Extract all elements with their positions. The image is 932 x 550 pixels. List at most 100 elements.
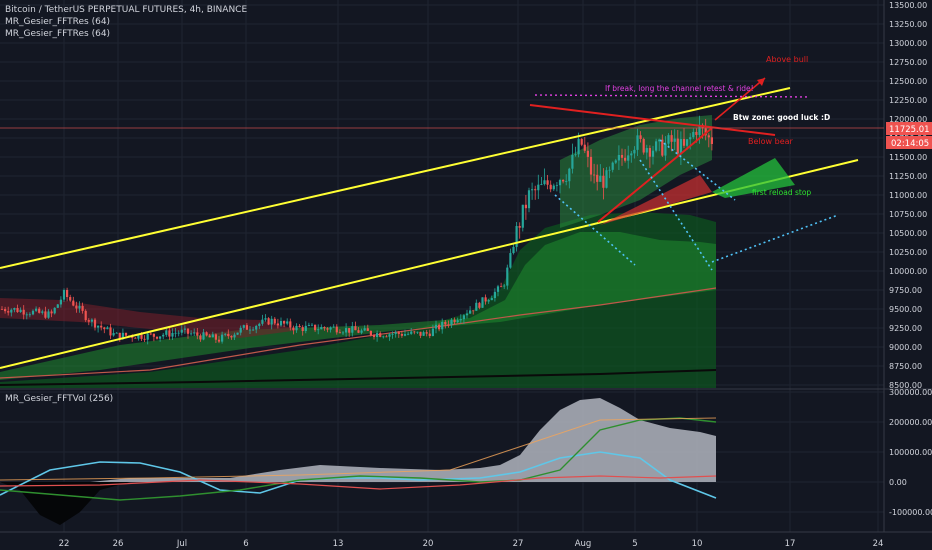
candle-up[interactable]: [193, 332, 196, 334]
candle-up[interactable]: [35, 308, 38, 311]
annotation-above-bull[interactable]: Above bull: [766, 55, 808, 64]
candle-down[interactable]: [323, 327, 326, 329]
candle-down[interactable]: [50, 311, 53, 314]
candle-up[interactable]: [264, 318, 267, 320]
cyan-dotted-3[interactable]: [639, 159, 713, 271]
candle-up[interactable]: [506, 267, 509, 286]
candle-up[interactable]: [252, 329, 255, 331]
candle-up[interactable]: [568, 168, 571, 182]
candle-down[interactable]: [397, 332, 400, 334]
candle-down[interactable]: [196, 332, 199, 336]
candle-down[interactable]: [447, 324, 450, 326]
candle-up[interactable]: [59, 299, 62, 305]
candle-down[interactable]: [149, 333, 152, 335]
candle-up[interactable]: [382, 336, 385, 338]
candle-up[interactable]: [692, 131, 695, 138]
candle-up[interactable]: [363, 328, 366, 331]
candle-up[interactable]: [329, 327, 332, 330]
candle-up[interactable]: [487, 300, 490, 302]
candle-up[interactable]: [521, 204, 524, 228]
candle-down[interactable]: [143, 338, 146, 340]
candle-down[interactable]: [230, 336, 233, 338]
candle-up[interactable]: [407, 333, 410, 335]
candle-up[interactable]: [416, 331, 419, 333]
candle-down[interactable]: [661, 139, 664, 156]
candle-up[interactable]: [537, 184, 540, 191]
candle-up[interactable]: [174, 332, 177, 334]
candle-down[interactable]: [357, 330, 360, 333]
candle-down[interactable]: [124, 332, 128, 336]
candle-down[interactable]: [624, 157, 627, 161]
candle-down[interactable]: [518, 226, 521, 228]
volume-indicator-label[interactable]: MR_Gesier_FFTVol (256): [5, 394, 113, 404]
candle-down[interactable]: [602, 175, 605, 188]
candle-up[interactable]: [686, 139, 689, 146]
candle-down[interactable]: [7, 311, 10, 313]
candle-up[interactable]: [221, 334, 224, 342]
candle-down[interactable]: [400, 333, 403, 336]
candle-down[interactable]: [372, 335, 376, 338]
candle-up[interactable]: [248, 329, 252, 331]
channel-upper[interactable]: [0, 87, 791, 269]
candle-down[interactable]: [0, 309, 4, 310]
candle-down[interactable]: [326, 328, 329, 330]
candle-up[interactable]: [441, 321, 444, 330]
candle-up[interactable]: [493, 291, 496, 299]
magenta-target-line[interactable]: [534, 94, 811, 98]
candle-up[interactable]: [515, 226, 518, 247]
candle-up[interactable]: [658, 139, 661, 142]
candle-up[interactable]: [481, 297, 484, 308]
candle-down[interactable]: [419, 331, 422, 336]
candle-up[interactable]: [360, 330, 363, 333]
candle-up[interactable]: [137, 334, 140, 339]
candle-up[interactable]: [320, 327, 323, 330]
candle-down[interactable]: [369, 330, 372, 336]
candle-up[interactable]: [636, 135, 639, 150]
candle-down[interactable]: [314, 324, 317, 331]
candle-up[interactable]: [90, 319, 93, 322]
candle-up[interactable]: [388, 334, 391, 337]
candle-down[interactable]: [44, 311, 47, 318]
candle-down[interactable]: [22, 309, 25, 315]
candle-up[interactable]: [465, 313, 469, 316]
indicator-label-2[interactable]: MR_Gesier_FFTRes (64): [5, 29, 110, 39]
candle-up[interactable]: [552, 185, 555, 190]
candle-down[interactable]: [534, 189, 537, 191]
candle-up[interactable]: [78, 305, 81, 309]
candle-down[interactable]: [245, 325, 248, 330]
candle-up[interactable]: [171, 332, 174, 337]
candle-down[interactable]: [596, 174, 599, 182]
candle-down[interactable]: [580, 138, 583, 145]
candle-up[interactable]: [614, 160, 617, 163]
candle-up[interactable]: [611, 162, 614, 170]
candle-down[interactable]: [586, 150, 589, 157]
candle-down[interactable]: [298, 325, 301, 328]
candle-up[interactable]: [633, 149, 636, 154]
candle-up[interactable]: [410, 331, 413, 334]
candle-down[interactable]: [267, 318, 270, 325]
candle-up[interactable]: [376, 333, 379, 338]
candle-down[interactable]: [81, 305, 84, 311]
green-projection[interactable]: [712, 158, 795, 198]
candle-up[interactable]: [295, 325, 298, 331]
candle-down[interactable]: [583, 144, 586, 151]
candle-down[interactable]: [155, 336, 159, 339]
candle-down[interactable]: [227, 333, 230, 337]
candle-down[interactable]: [38, 308, 41, 313]
candle-down[interactable]: [217, 339, 221, 342]
candle-up[interactable]: [242, 325, 245, 328]
annotation-btw-zone[interactable]: Btw zone: good luck :D: [733, 113, 830, 122]
candle-up[interactable]: [651, 150, 655, 157]
candle-up[interactable]: [317, 329, 320, 331]
candle-up[interactable]: [555, 185, 558, 187]
candle-up[interactable]: [490, 298, 493, 301]
candle-down[interactable]: [186, 328, 190, 334]
candle-down[interactable]: [549, 184, 552, 190]
candle-up[interactable]: [403, 334, 407, 336]
candle-down[interactable]: [428, 333, 431, 336]
candle-up[interactable]: [258, 323, 261, 326]
candle-up[interactable]: [698, 124, 701, 135]
candle-down[interactable]: [593, 174, 596, 176]
candle-down[interactable]: [379, 333, 382, 337]
candle-down[interactable]: [710, 137, 713, 145]
